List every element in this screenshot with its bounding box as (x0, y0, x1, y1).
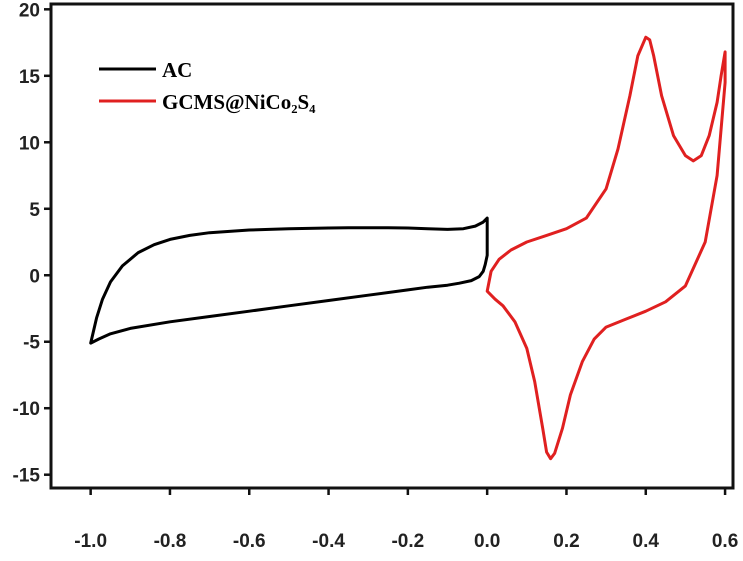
legend: AC GCMS@NiCo₂S₄ (99, 58, 316, 114)
series-line-gcms-nico2s4 (485, 35, 727, 461)
series-layer (89, 35, 727, 461)
y-tick-label: 5 (29, 200, 40, 221)
x-tick-label: -0.2 (391, 531, 424, 552)
y-tick-label: -10 (13, 399, 40, 420)
x-tick-label: -1.0 (74, 531, 107, 552)
legend-label-gcms: GCMS@NiCo₂S₄ (162, 90, 316, 114)
y-tick-label: 15 (19, 67, 41, 88)
y-tick-label: 10 (19, 133, 40, 154)
series-line-ac (89, 216, 489, 345)
y-tick-label: 0 (29, 266, 40, 287)
y-tick-label: -15 (13, 466, 41, 487)
x-tick-label: 0.0 (474, 531, 500, 552)
x-tick-label: -0.4 (312, 531, 345, 552)
legend-label-ac: AC (162, 58, 192, 82)
x-tick-label: 0.6 (712, 531, 738, 552)
axis-ticks: -1.0 -0.8 -0.6 -0.4 -0.2 0.0 0.2 0.4 0.6 20 15 10 5 0… (13, 0, 739, 552)
x-tick-label: -0.6 (233, 531, 266, 552)
x-tick-label: -0.8 (154, 531, 187, 552)
x-tick-label: 0.2 (553, 531, 579, 552)
x-tick-label: 0.4 (633, 531, 660, 552)
y-tick-label: -5 (23, 333, 40, 354)
plot-frame (49, 2, 735, 490)
y-tick-label: 20 (19, 0, 40, 21)
